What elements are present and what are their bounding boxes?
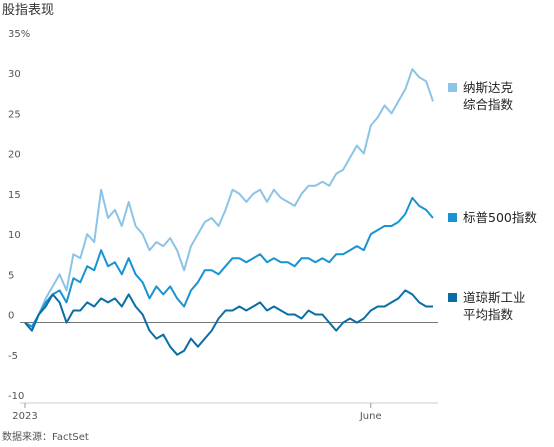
legend-swatch: [448, 213, 457, 222]
chart-title: 股指表现: [2, 3, 54, 18]
source: 数据来源：FactSet: [2, 430, 89, 443]
series-line: [24, 289, 433, 356]
y-tick-label: -10: [8, 391, 24, 402]
y-tick-label: 15: [8, 190, 21, 201]
legend-swatch: [448, 293, 457, 302]
legend-swatch: [448, 83, 457, 92]
y-tick-label: 20: [8, 150, 21, 161]
y-tick-label: 0: [8, 311, 14, 322]
y-tick-label: 5: [8, 270, 14, 281]
legend-label: 道琼斯工业平均指数: [463, 290, 526, 322]
y-tick-label: 25: [8, 109, 21, 120]
legend-label: 标普500指数: [463, 210, 537, 225]
series-line: [24, 68, 434, 332]
legend-label: 纳斯达克综合指数: [463, 80, 514, 112]
y-tick-label: -5: [8, 351, 18, 362]
y-tick-label: 30: [8, 69, 21, 80]
y-tick-label: 35%: [8, 29, 30, 40]
y-tick-label: 10: [8, 230, 21, 241]
series-line: [24, 196, 434, 328]
x-tick-label: June: [359, 411, 382, 422]
x-tick-label: 2023: [12, 411, 37, 422]
